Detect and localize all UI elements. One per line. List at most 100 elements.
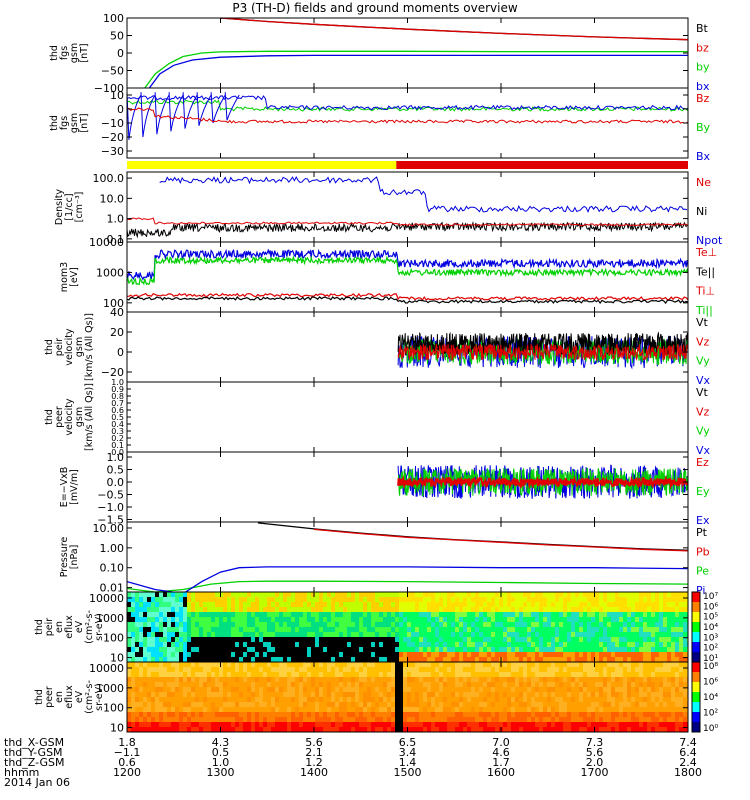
- peir_spec-cell: [391, 657, 395, 662]
- mode-segment: [127, 161, 397, 169]
- peer_spec-cell: [139, 672, 143, 677]
- peer_spec-cell: [395, 677, 399, 682]
- peir_spec-cell: [167, 647, 171, 652]
- peir_spec-cell: [223, 597, 227, 602]
- fgs-gsm-ylabel-line: gsm: [69, 113, 80, 133]
- peer_spec-cell: [275, 672, 279, 677]
- peir_spec-cell: [515, 637, 519, 642]
- peer_spec-cell: [299, 697, 303, 702]
- peir_spec-cell: [507, 642, 511, 647]
- peer_spec-cell: [575, 682, 579, 687]
- peer-velocity-ylabel-line: [km/s (All Qs)]: [84, 383, 95, 451]
- peer_spec-cell: [643, 722, 647, 727]
- peir_spec-cell: [275, 642, 279, 647]
- peir_spec-cell: [571, 607, 575, 612]
- peer_spec-cell: [399, 697, 403, 702]
- fgs-gsm-ylabel: thd fgs gsm [nT]: [49, 113, 90, 133]
- peer_spec-cell: [631, 727, 635, 732]
- peer_spec-cell: [375, 672, 379, 677]
- peir_spec-cell: [211, 627, 215, 632]
- peer_spec-cell: [595, 702, 599, 707]
- peir_spec-cell: [539, 597, 543, 602]
- pressure-ylabel: Pressure [nPa]: [59, 537, 80, 578]
- peir_spec-cell: [419, 622, 423, 627]
- peir_spec-cell: [331, 592, 335, 597]
- peir_spec-cell: [251, 642, 255, 647]
- peer_spec-cell: [611, 712, 615, 717]
- peer_spec-cell: [327, 717, 331, 722]
- peer_spec-cell: [147, 667, 151, 672]
- peer_spec-cell: [615, 722, 619, 727]
- peer_spec-cell: [231, 712, 235, 717]
- peir_spec-cell: [651, 637, 655, 642]
- peer_spec-cell: [155, 662, 159, 667]
- peer_spec-cell: [423, 667, 427, 672]
- peir_spec-cell: [307, 607, 311, 612]
- peir_spec-cell: [607, 647, 611, 652]
- peer_spec-cell: [487, 662, 491, 667]
- peir_spec-cell: [387, 592, 391, 597]
- peir_spec-cell: [211, 652, 215, 657]
- peer_spec-cell: [163, 717, 167, 722]
- peer_spec-cell: [135, 707, 139, 712]
- peir_spec-cell: [291, 602, 295, 607]
- peir_spec-cell: [523, 647, 527, 652]
- peer_spec-cell: [631, 667, 635, 672]
- peir_spec-cell: [255, 617, 259, 622]
- peer_spec-cell: [603, 707, 607, 712]
- fgs-gsm-Bx-sawtooth: [127, 92, 240, 140]
- peir_spec-cell: [423, 637, 427, 642]
- peir_spec-cell: [627, 597, 631, 602]
- peer_spec-cell: [159, 702, 163, 707]
- peir_spec-cell: [511, 632, 515, 637]
- peir_spec-cell: [499, 627, 503, 632]
- peir_spec-cell: [575, 602, 579, 607]
- peer_spec-cell: [459, 662, 463, 667]
- peir_spec-cell: [151, 657, 155, 662]
- peir_spec-cell: [519, 627, 523, 632]
- peir_spec-cell: [151, 612, 155, 617]
- peir_spec-cell: [583, 632, 587, 637]
- peer_spec-cell: [379, 682, 383, 687]
- peer_spec-cell: [639, 717, 643, 722]
- peer_spec-cell: [623, 692, 627, 697]
- peer_spec-cell: [431, 667, 435, 672]
- peir_spec-cell: [195, 632, 199, 637]
- peir_spec-cell: [295, 607, 299, 612]
- peir_spec-cell: [651, 607, 655, 612]
- peir_spec-cell: [579, 647, 583, 652]
- peer_spec-cell: [351, 712, 355, 717]
- peer_spec-cell: [559, 692, 563, 697]
- peer_spec-cell: [159, 672, 163, 677]
- peer_spec-cell: [559, 707, 563, 712]
- peir_spec-cell: [411, 612, 415, 617]
- peer_spec-cell: [315, 667, 319, 672]
- peer_spec-cell: [279, 727, 283, 732]
- fgs-gsm-yticks: 100−10−20−30: [101, 89, 688, 158]
- peer_spec-cell: [519, 672, 523, 677]
- peir_spec-cell: [431, 637, 435, 642]
- peer_spec-cell: [411, 712, 415, 717]
- peer_spec-cell: [519, 712, 523, 717]
- peir_spec-cell: [155, 622, 159, 627]
- peer_spec-cell: [175, 712, 179, 717]
- peir_spec-cell: [607, 607, 611, 612]
- peir_spec-cell: [515, 602, 519, 607]
- peer_spec-cell: [603, 717, 607, 722]
- peir_spec-cell: [567, 657, 571, 662]
- peer_spec-cell: [555, 712, 559, 717]
- peir_spec-cell: [159, 637, 163, 642]
- peir_spec-cell: [251, 652, 255, 657]
- peer_spec-cell: [647, 722, 651, 727]
- peir_spec-cell: [371, 627, 375, 632]
- peer_spec-cell: [127, 682, 131, 687]
- peir_spec-cell: [263, 642, 267, 647]
- peer_spec-cell: [479, 667, 483, 672]
- peer_spec-cell: [583, 677, 587, 682]
- peer_spec-cell: [267, 662, 271, 667]
- peer_spec-cell: [639, 697, 643, 702]
- peer_spec-cell: [335, 727, 339, 732]
- peer_spec-cell: [611, 722, 615, 727]
- peer_spec-cell: [263, 717, 267, 722]
